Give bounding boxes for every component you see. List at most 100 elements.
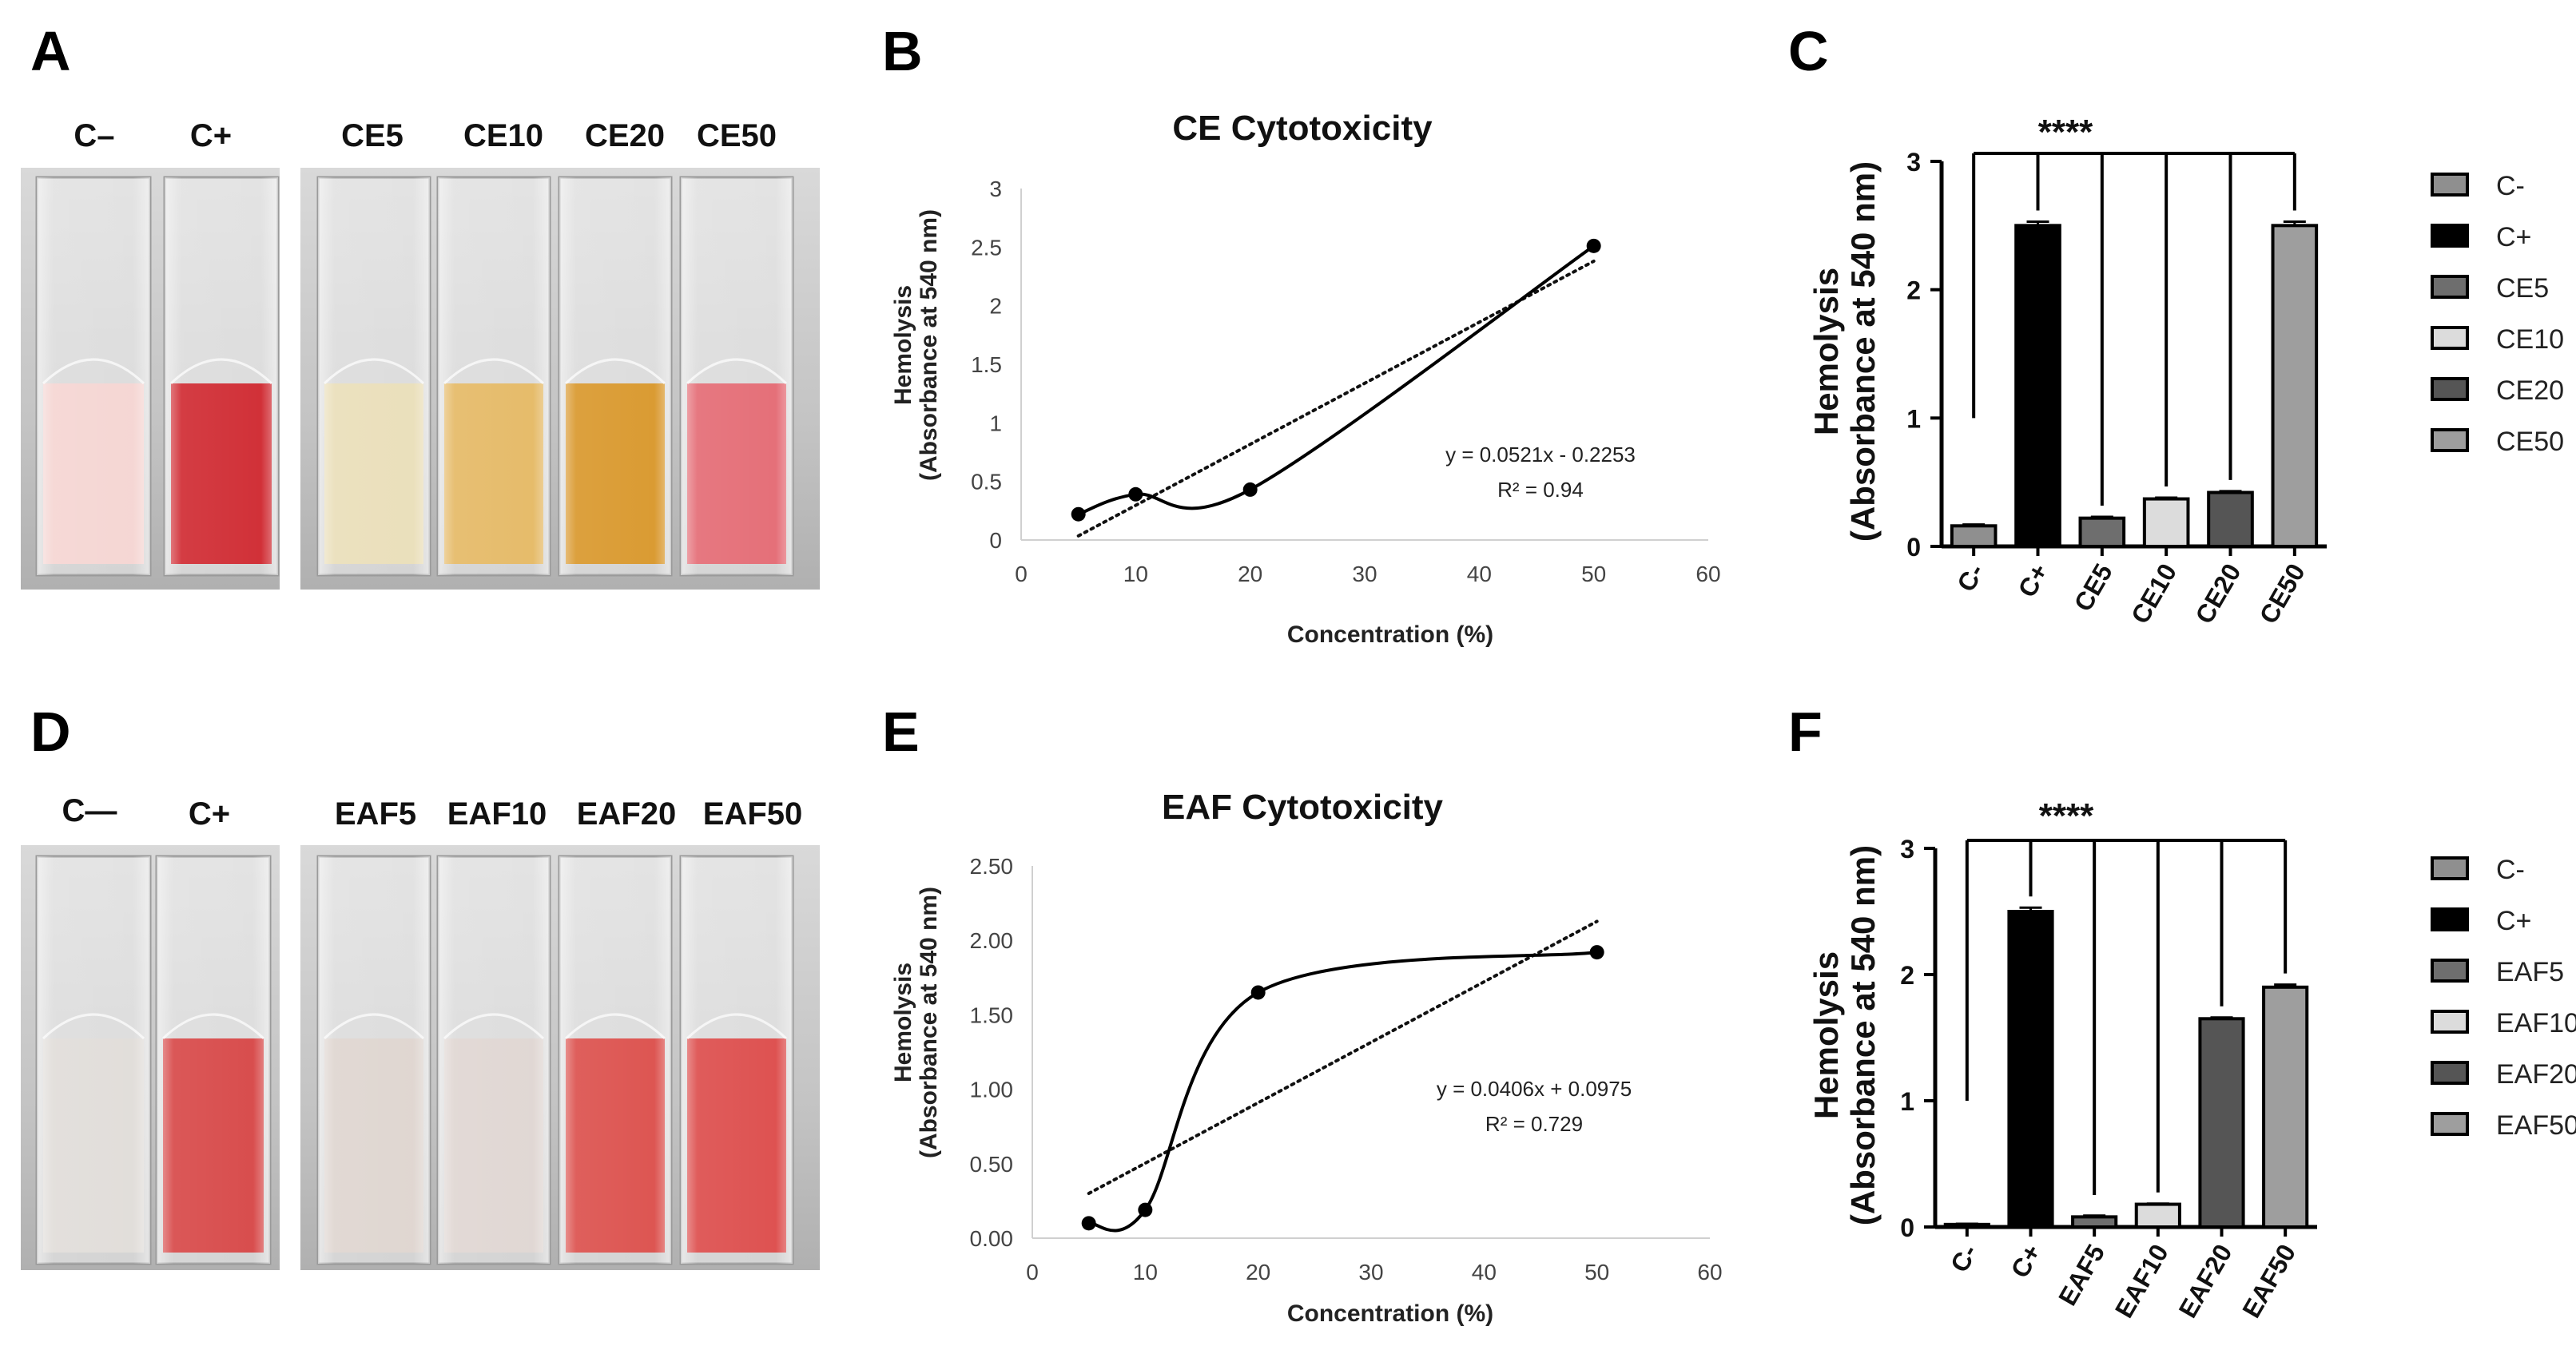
chart-b-y-tick-label: 2 bbox=[989, 294, 1002, 319]
photo-d-label-eaf5: EAF5 bbox=[335, 796, 416, 832]
chart-f-significance-stars: **** bbox=[2039, 796, 2094, 836]
panel-label-d: D bbox=[30, 701, 71, 763]
chart-b-r-squared: R² = 0.94 bbox=[1497, 478, 1584, 502]
photo-a-right-cuvette-3 bbox=[679, 176, 794, 577]
chart-f-bar-c bbox=[2007, 910, 2054, 1229]
panel-label-e: E bbox=[882, 701, 920, 763]
photo-d: C— C+ EAF5 EAF10 EAF20 EAF50 bbox=[21, 793, 820, 1270]
chart-c-y-tick-label: 3 bbox=[1906, 148, 1921, 177]
chart-c-legend-label: CE50 bbox=[2496, 427, 2564, 457]
chart-c-legend-swatch bbox=[2431, 377, 2469, 401]
photo-a-left-cuvette-0 bbox=[35, 176, 152, 577]
chart-c-legend-label: C- bbox=[2496, 171, 2525, 201]
chart-b-y-axis-label-line2: (Absorbance at 540 nm) bbox=[916, 209, 942, 481]
chart-c-x-tick-label: C- bbox=[1951, 559, 1990, 597]
chart-f-y-axis-label-line1: Hemolysis bbox=[1807, 951, 1845, 1119]
panel-label-c: C bbox=[1788, 20, 1829, 82]
chart-e-x-tick-label: 60 bbox=[1697, 1260, 1722, 1284]
chart-f-legend-swatch bbox=[2431, 1010, 2469, 1034]
photo-a-left-cuvette-highlight-1 bbox=[165, 177, 278, 575]
chart-c-bar-ce5 bbox=[2078, 516, 2126, 548]
chart-f-legend-label: EAF20 bbox=[2496, 1059, 2576, 1090]
chart-f-bar-eaf50 bbox=[2262, 985, 2309, 1229]
chart-f-legend-swatch bbox=[2431, 1112, 2469, 1136]
photo-a-label-ce50: CE50 bbox=[697, 118, 777, 153]
chart-c-bar-c bbox=[1950, 524, 1998, 549]
chart-e-r-squared: R² = 0.729 bbox=[1485, 1112, 1583, 1136]
chart-e-y-axis-label-line1: Hemolysis bbox=[890, 963, 916, 1082]
chart-b-x-tick-label: 40 bbox=[1467, 562, 1492, 586]
chart-b-x-tick-label: 50 bbox=[1581, 562, 1606, 586]
chart-c-legend-label: CE5 bbox=[2496, 273, 2549, 304]
chart-e-x-tick-label: 40 bbox=[1472, 1260, 1497, 1284]
chart-f-x-tick-label: EAF20 bbox=[2173, 1240, 2238, 1323]
photo-d-right-cuvette-highlight-1 bbox=[438, 856, 550, 1264]
chart-f-bar-eaf5 bbox=[2071, 1215, 2118, 1229]
chart-c-x-tick-label: CE20 bbox=[2189, 559, 2246, 629]
chart-e-data-point-2 bbox=[1250, 985, 1266, 1000]
chart-b-title: CE Cytotoxicity bbox=[1172, 109, 1433, 148]
chart-f-y-tick-label: 3 bbox=[1900, 835, 1914, 864]
chart-b-y-tick-label: 0.5 bbox=[971, 470, 1002, 494]
chart-e-data-point-3 bbox=[1589, 945, 1604, 960]
chart-f-y-tick-label: 2 bbox=[1900, 961, 1914, 990]
photo-a-left-cuvette-highlight-0 bbox=[37, 177, 150, 575]
panel-label-b: B bbox=[882, 20, 923, 82]
chart-f-legend-swatch bbox=[2431, 907, 2469, 931]
photo-a-label-ce10: CE10 bbox=[463, 118, 543, 153]
chart-e-y-tick-label: 0.00 bbox=[970, 1226, 1014, 1251]
chart-e-trendline bbox=[1087, 919, 1599, 1195]
chart-f-x-tick-label: EAF50 bbox=[2236, 1240, 2301, 1323]
chart-b-x-tick-label: 10 bbox=[1123, 562, 1148, 586]
photo-a-left-cuvette-1 bbox=[163, 176, 280, 577]
chart-b-series-line bbox=[1077, 244, 1595, 516]
photo-a-right-cuvette-0 bbox=[316, 176, 431, 577]
chart-c-legend-swatch bbox=[2431, 275, 2469, 299]
photo-d-left-cuvette-highlight-1 bbox=[157, 856, 270, 1264]
photo-d-left-cuvette-1 bbox=[155, 855, 272, 1265]
chart-c-legend-label: C+ bbox=[2496, 222, 2531, 252]
chart-f-y-axis-label-line2: (Absorbance at 540 nm) bbox=[1844, 845, 1882, 1225]
photo-d-label-c-minus: C— bbox=[62, 793, 117, 828]
chart-e-x-tick-label: 30 bbox=[1358, 1260, 1383, 1284]
chart-e-y-tick-label: 2.50 bbox=[970, 854, 1014, 879]
chart-e-series-line bbox=[1088, 951, 1597, 1233]
chart-e-y-axis-label-line2: (Absorbance at 540 nm) bbox=[916, 887, 942, 1158]
chart-c-legend-label: CE10 bbox=[2496, 324, 2564, 355]
chart-f-legend-label: EAF10 bbox=[2496, 1008, 2576, 1038]
photo-d-right-cuvette-2 bbox=[558, 855, 673, 1265]
chart-c-bar-ce20 bbox=[2207, 490, 2254, 549]
chart-e-x-tick-label: 50 bbox=[1584, 1260, 1609, 1284]
chart-c-x-tick-label: C+ bbox=[2012, 559, 2053, 602]
photo-d-label-eaf20: EAF20 bbox=[577, 796, 677, 832]
chart-b-y-tick-label: 1.5 bbox=[971, 352, 1002, 377]
chart-c-significance-stars: **** bbox=[2038, 113, 2093, 152]
chart-b-y-tick-label: 2.5 bbox=[971, 235, 1002, 260]
photo-a-right-cuvette-highlight-2 bbox=[559, 177, 671, 575]
chart-e-x-axis-label: Concentration (%) bbox=[1287, 1300, 1493, 1327]
chart-e-y-tick-label: 0.50 bbox=[970, 1152, 1014, 1177]
chart-c-x-tick-label: CE5 bbox=[2069, 559, 2118, 617]
photo-d-label-eaf10: EAF10 bbox=[447, 796, 547, 832]
photo-d-right-cuvette-highlight-3 bbox=[681, 856, 793, 1264]
chart-c-y-axis-label-line2: (Absorbance at 540 nm) bbox=[1844, 161, 1882, 542]
chart-b-x-tick-label: 30 bbox=[1352, 562, 1377, 586]
chart-b-x-tick-label: 60 bbox=[1695, 562, 1720, 586]
chart-c-x-tick-label: CE10 bbox=[2125, 559, 2182, 629]
chart-f-bar-eaf10 bbox=[2134, 1202, 2181, 1229]
chart-c-bar-ce50 bbox=[2271, 224, 2319, 548]
chart-c-y-axis-label-line1: Hemolysis bbox=[1807, 268, 1845, 435]
chart-f-y-tick-label: 0 bbox=[1900, 1213, 1914, 1242]
chart-f-x-tick-label: EAF5 bbox=[2053, 1240, 2110, 1311]
photo-a-right-cuvette-highlight-3 bbox=[681, 177, 793, 575]
photo-d-left-cuvette-0 bbox=[35, 855, 152, 1265]
chart-c-legend-swatch bbox=[2431, 224, 2469, 248]
chart-b-y-tick-label: 0 bbox=[989, 528, 1002, 553]
chart-e-data-point-1 bbox=[1138, 1202, 1153, 1217]
chart-c-legend-swatch bbox=[2431, 173, 2469, 197]
photo-a: C– C+ CE5 CE10 CE20 CE50 bbox=[21, 118, 820, 590]
chart-c-bar-c bbox=[2014, 224, 2061, 548]
chart-b-data-point-3 bbox=[1586, 238, 1601, 253]
chart-c-legend-swatch bbox=[2431, 428, 2469, 452]
photo-d-right-cuvette-1 bbox=[436, 855, 551, 1265]
